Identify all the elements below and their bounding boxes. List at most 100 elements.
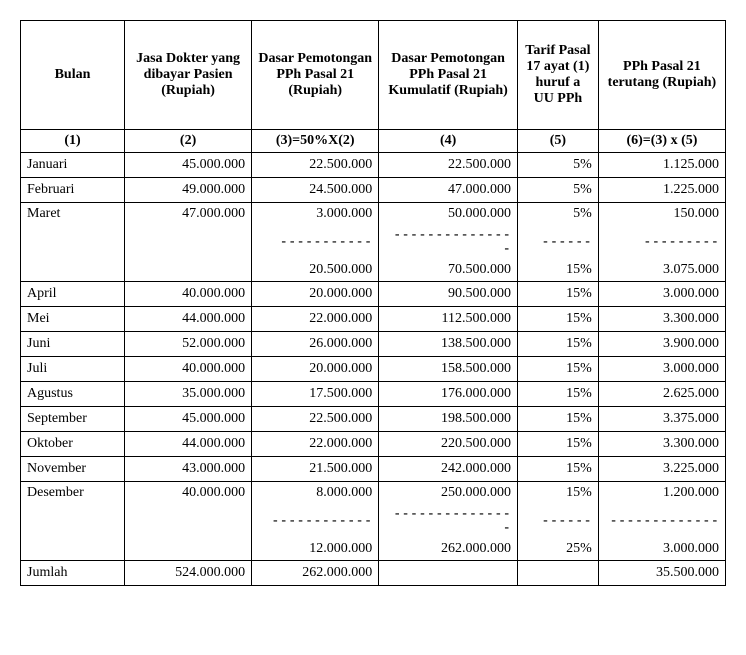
cell-pph: 3.000.000 [598, 357, 725, 382]
table-row: Juni52.000.00026.000.000138.500.00015%3.… [21, 332, 726, 357]
cell-pph: 3.900.000 [598, 332, 725, 357]
cell-bulan: September [21, 407, 125, 432]
formula-c6: (6)=(3) x (5) [598, 130, 725, 153]
table-body: Januari45.000.00022.500.00022.500.0005%1… [21, 153, 726, 586]
cell-pph: 3.225.000 [598, 457, 725, 482]
cell-tarif: 15% [517, 332, 598, 357]
dash-cell: ------------- [598, 504, 725, 538]
cell-jasa: 44.000.000 [125, 307, 252, 332]
table-row: Februari49.000.00024.500.00047.000.0005%… [21, 178, 726, 203]
header-bulan: Bulan [21, 21, 125, 130]
cell-bulan: Maret [21, 203, 125, 282]
cell-pph: 3.300.000 [598, 307, 725, 332]
cell-jasa: 45.000.000 [125, 407, 252, 432]
cell-tarif: 15% [517, 357, 598, 382]
cell-dasar: 3.000.000 [252, 203, 379, 226]
cell-kumulatif: 138.500.000 [379, 332, 518, 357]
cell-dasar: 21.500.000 [252, 457, 379, 482]
cell-dasar: 24.500.000 [252, 178, 379, 203]
table-row: Mei44.000.00022.000.000112.500.00015%3.3… [21, 307, 726, 332]
cell-tarif: 15% [517, 307, 598, 332]
formula-c5: (5) [517, 130, 598, 153]
cell-dasar: 22.000.000 [252, 307, 379, 332]
cell-jasa: 40.000.000 [125, 282, 252, 307]
table-row: Desember40.000.0008.000.000250.000.00015… [21, 482, 726, 505]
dash-cell: --------- [598, 225, 725, 259]
cell-bulan: Mei [21, 307, 125, 332]
cell-kumulatif: 158.500.000 [379, 357, 518, 382]
cell-kumulatif: 176.000.000 [379, 382, 518, 407]
cell-kumulatif: 112.500.000 [379, 307, 518, 332]
table-row: Maret47.000.0003.000.00050.000.0005%150.… [21, 203, 726, 226]
dash-cell: ------------ [252, 504, 379, 538]
header-tarif: Tarif Pasal 17 ayat (1) huruf a UU PPh [517, 21, 598, 130]
cell-dasar: 22.500.000 [252, 407, 379, 432]
cell-kumulatif: 198.500.000 [379, 407, 518, 432]
cell-kumulatif: 250.000.000 [379, 482, 518, 505]
cell-dasar: 20.500.000 [252, 259, 379, 282]
cell-total-tarif [517, 561, 598, 586]
cell-tarif: 15% [517, 457, 598, 482]
formula-row: (1) (2) (3)=50%X(2) (4) (5) (6)=(3) x (5… [21, 130, 726, 153]
dash-cell: ------ [517, 504, 598, 538]
cell-kumulatif: 70.500.000 [379, 259, 518, 282]
dash-cell: --------------- [379, 504, 518, 538]
cell-dasar: 20.000.000 [252, 282, 379, 307]
tax-calculation-table: Bulan Jasa Dokter yang dibayar Pasien (R… [20, 20, 726, 586]
cell-bulan: Februari [21, 178, 125, 203]
cell-jasa: 45.000.000 [125, 153, 252, 178]
cell-pph: 3.000.000 [598, 282, 725, 307]
cell-total-dasar: 262.000.000 [252, 561, 379, 586]
table-row: Juli40.000.00020.000.000158.500.00015%3.… [21, 357, 726, 382]
total-row: Jumlah524.000.000262.000.00035.500.000 [21, 561, 726, 586]
dash-cell: ------ [517, 225, 598, 259]
formula-c1: (1) [21, 130, 125, 153]
cell-bulan: Oktober [21, 432, 125, 457]
cell-kumulatif: 220.500.000 [379, 432, 518, 457]
header-dasar-kumulatif: Dasar Pemotongan PPh Pasal 21 Kumulatif … [379, 21, 518, 130]
cell-bulan: Desember [21, 482, 125, 561]
cell-pph: 2.625.000 [598, 382, 725, 407]
formula-c4: (4) [379, 130, 518, 153]
cell-bulan: April [21, 282, 125, 307]
cell-tarif: 15% [517, 432, 598, 457]
table-row: September45.000.00022.500.000198.500.000… [21, 407, 726, 432]
header-jasa-dokter: Jasa Dokter yang dibayar Pasien (Rupiah) [125, 21, 252, 130]
cell-kumulatif: 262.000.000 [379, 538, 518, 561]
cell-pph: 1.125.000 [598, 153, 725, 178]
table-row: April40.000.00020.000.00090.500.00015%3.… [21, 282, 726, 307]
cell-dasar: 8.000.000 [252, 482, 379, 505]
table-row: Januari45.000.00022.500.00022.500.0005%1… [21, 153, 726, 178]
cell-kumulatif: 242.000.000 [379, 457, 518, 482]
cell-dasar: 26.000.000 [252, 332, 379, 357]
formula-c2: (2) [125, 130, 252, 153]
cell-dasar: 20.000.000 [252, 357, 379, 382]
cell-dasar: 12.000.000 [252, 538, 379, 561]
cell-jasa: 40.000.000 [125, 357, 252, 382]
table-row: November43.000.00021.500.000242.000.0001… [21, 457, 726, 482]
cell-pph: 150.000 [598, 203, 725, 226]
cell-pph: 3.000.000 [598, 538, 725, 561]
cell-jasa: 47.000.000 [125, 203, 252, 282]
cell-tarif: 15% [517, 482, 598, 505]
cell-kumulatif: 50.000.000 [379, 203, 518, 226]
cell-tarif: 15% [517, 382, 598, 407]
cell-bulan: November [21, 457, 125, 482]
cell-tarif: 25% [517, 538, 598, 561]
cell-dasar: 22.500.000 [252, 153, 379, 178]
table-row: Oktober44.000.00022.000.000220.500.00015… [21, 432, 726, 457]
cell-tarif: 5% [517, 178, 598, 203]
cell-jasa: 43.000.000 [125, 457, 252, 482]
cell-bulan: Juni [21, 332, 125, 357]
cell-kumulatif: 90.500.000 [379, 282, 518, 307]
cell-dasar: 17.500.000 [252, 382, 379, 407]
header-dasar-pemotongan: Dasar Pemotongan PPh Pasal 21 (Rupiah) [252, 21, 379, 130]
dash-cell: ----------- [252, 225, 379, 259]
cell-bulan: Agustus [21, 382, 125, 407]
cell-pph: 3.300.000 [598, 432, 725, 457]
cell-dasar: 22.000.000 [252, 432, 379, 457]
header-pph-terutang: PPh Pasal 21 terutang (Rupiah) [598, 21, 725, 130]
cell-jasa: 52.000.000 [125, 332, 252, 357]
cell-jasa: 40.000.000 [125, 482, 252, 561]
cell-kumulatif: 22.500.000 [379, 153, 518, 178]
